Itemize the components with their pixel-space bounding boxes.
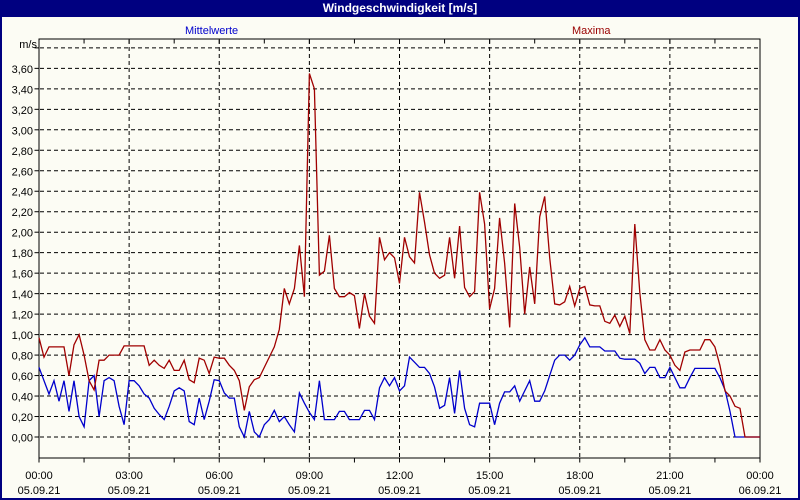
y-tick-label: 3,60 bbox=[12, 64, 33, 76]
x-tick-date-label: 05.09.21 bbox=[468, 485, 511, 497]
x-tick-time-label: 03:00 bbox=[115, 470, 143, 482]
y-tick-label: 1,40 bbox=[12, 289, 33, 301]
x-tick-time-label: 00:00 bbox=[746, 470, 774, 482]
y-tick-label: 1,00 bbox=[12, 330, 33, 342]
y-axis-unit-label: m/s bbox=[19, 39, 37, 51]
y-tick-label: 3,40 bbox=[12, 84, 33, 96]
x-tick-time-label: 06:00 bbox=[205, 470, 233, 482]
y-tick-label: 1,80 bbox=[12, 248, 33, 260]
y-tick-label: 2,40 bbox=[12, 187, 33, 199]
x-tick-date-label: 05.09.21 bbox=[108, 485, 151, 497]
x-tick-time-label: 00:00 bbox=[25, 470, 53, 482]
plot-frame bbox=[38, 38, 761, 459]
chart-title: Windgeschwindigkeit [m/s] bbox=[322, 1, 478, 15]
title-bar: Windgeschwindigkeit [m/s] bbox=[0, 0, 800, 17]
window-border-left bbox=[0, 0, 2, 500]
y-tick-label: 3,00 bbox=[12, 125, 33, 137]
y-tick-label: 1,60 bbox=[12, 269, 33, 281]
x-tick-date-label: 05.09.21 bbox=[288, 485, 331, 497]
y-tick-label: 0,00 bbox=[12, 433, 33, 445]
x-tick-time-label: 21:00 bbox=[656, 470, 684, 482]
y-tick-label: 2,00 bbox=[12, 228, 33, 240]
x-tick-date-label: 06.09.21 bbox=[739, 485, 782, 497]
y-tick-label: 2,80 bbox=[12, 146, 33, 158]
mean-wind-speed-line bbox=[38, 336, 760, 440]
x-tick-time-label: 09:00 bbox=[296, 470, 324, 482]
y-tick-label: 2,20 bbox=[12, 207, 33, 219]
y-tick-label: 1,20 bbox=[12, 310, 33, 322]
x-tick-time-label: 15:00 bbox=[476, 470, 504, 482]
window-border-bottom bbox=[0, 498, 800, 500]
x-tick-time-label: 12:00 bbox=[386, 470, 414, 482]
y-tick-label: 0,60 bbox=[12, 371, 33, 383]
x-tick-date-label: 05.09.21 bbox=[198, 485, 241, 497]
x-tick-date-label: 05.09.21 bbox=[378, 485, 421, 497]
y-tick-label: 0,20 bbox=[12, 412, 33, 424]
x-tick-time-label: 18:00 bbox=[566, 470, 594, 482]
y-tick-label: 3,20 bbox=[12, 105, 33, 117]
y-tick-label: 0,80 bbox=[12, 351, 33, 363]
x-tick-date-label: 05.09.21 bbox=[558, 485, 601, 497]
y-tick-label: 0,40 bbox=[12, 392, 33, 404]
legend-maxima: Maxima bbox=[572, 25, 611, 37]
legend-mittelwerte: Mittelwerte bbox=[185, 25, 239, 37]
window-border-right bbox=[798, 0, 800, 500]
y-tick-label: 2,60 bbox=[12, 166, 33, 178]
x-tick-date-label: 05.09.21 bbox=[648, 485, 691, 497]
max-wind-speed-line bbox=[38, 73, 760, 438]
x-tick-date-label: 05.09.21 bbox=[18, 485, 61, 497]
